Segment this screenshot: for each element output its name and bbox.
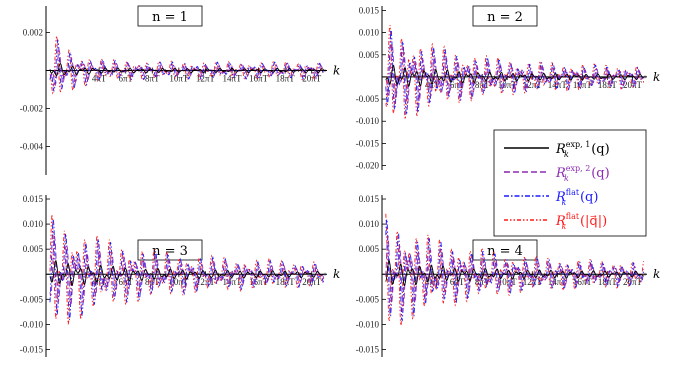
y-tick-label: -0.010 — [356, 116, 380, 126]
legend-entry-3: Rflat k (q) — [555, 188, 598, 207]
y-tick-label: 0.005 — [23, 244, 44, 254]
panel-2: 0.015 0.010 0.005 -0.005 -0.010 -0.015 -0.020 4… — [356, 5, 661, 170]
y-tick-label: -0.020 — [356, 161, 380, 171]
series-line-1 — [385, 259, 644, 287]
x-tick-label: 14πT — [548, 277, 568, 287]
series-line-1 — [49, 259, 324, 287]
y-tick-label: -0.005 — [20, 294, 44, 304]
series-line-2 — [385, 43, 645, 104]
y-tick-label: -0.004 — [20, 142, 44, 152]
x-tick-label: 4πT — [425, 80, 440, 90]
panel-title-box — [137, 5, 203, 27]
panel-title-box — [472, 239, 538, 261]
legend-entry-4: Rflat k (|q⃗|) — [555, 212, 607, 231]
x-tick-label: 20πT — [302, 74, 322, 84]
y-tick-label: 0.015 — [23, 194, 44, 204]
y-tick-label: 0.010 — [23, 219, 44, 229]
series-line-4 — [49, 35, 325, 95]
x-axis-label: k — [333, 64, 340, 78]
legend: Rexp, 1 k (q) Rexp, 2 k (q) Rflat k (q) Rflat k (|q… — [493, 129, 647, 237]
x-tick-label: 12πT — [196, 277, 216, 287]
x-tick-label: 6πT — [118, 277, 133, 287]
y-tick-label: 0.010 — [359, 28, 380, 38]
legend-entry-2: Rexp, 2 k (q) — [555, 164, 610, 183]
x-tick-label: 20πT — [623, 80, 643, 90]
x-tick-label: 16πT — [573, 277, 593, 287]
panel-title-box — [472, 5, 538, 27]
y-tick-label: -0.010 — [356, 319, 380, 329]
y-tick-label: -0.005 — [356, 94, 380, 104]
y-tick-label: 0.002 — [23, 28, 43, 38]
x-axis-label: k — [653, 267, 660, 281]
x-tick-label: 4πT — [425, 277, 440, 287]
x-tick-label: 10πT — [498, 80, 518, 90]
y-tick-label: -0.002 — [20, 104, 43, 114]
x-tick-label: 20πT — [623, 277, 643, 287]
series-line-2 — [385, 235, 645, 307]
x-axis-label: k — [333, 267, 340, 281]
panel-title: n = 1 — [152, 10, 188, 25]
x-tick-label: 6πT — [118, 74, 133, 84]
y-tick-label: -0.005 — [356, 294, 380, 304]
x-tick-label: 16πT — [249, 74, 269, 84]
panel-title-box — [137, 239, 203, 261]
y-tick-label: 0.015 — [359, 5, 380, 15]
y-tick-label: 0.005 — [359, 244, 380, 254]
series-line-1 — [49, 62, 324, 77]
x-tick-label: 8πT — [475, 277, 490, 287]
panel-title: n = 3 — [152, 244, 188, 259]
legend-entry-1: Rexp, 1 k (q) — [555, 140, 610, 159]
y-tick-label: -0.015 — [356, 344, 380, 354]
series-line-3 — [49, 219, 325, 321]
series-line-3 — [49, 39, 324, 92]
y-tick-label: -0.015 — [20, 344, 44, 354]
y-tick-label: -0.015 — [356, 138, 380, 148]
y-tick-label: 0.005 — [359, 50, 380, 60]
panel-title: n = 4 — [487, 244, 523, 259]
x-tick-label: 12πT — [523, 80, 543, 90]
x-tick-label: 10πT — [169, 74, 189, 84]
x-tick-label: 16πT — [573, 80, 593, 90]
x-tick-label: 8πT — [475, 80, 490, 90]
y-tick-label: 0.015 — [359, 194, 380, 204]
x-tick-label: 10πT — [169, 277, 189, 287]
x-tick-label: 8πT — [145, 74, 160, 84]
x-tick-label: 18πT — [598, 80, 618, 90]
series-line-4 — [385, 213, 645, 326]
x-tick-label: 16πT — [249, 277, 269, 287]
y-tick-label: 0.010 — [359, 219, 380, 229]
x-axis-label: k — [653, 70, 660, 84]
panel-4: 0.015 0.010 0.005 -0.005 -0.010 -0.015 4πT 6πT 8… — [356, 194, 660, 357]
x-tick-label: 18πT — [276, 74, 296, 84]
panel-title: n = 2 — [487, 10, 523, 25]
y-tick-label: -0.010 — [20, 319, 44, 329]
x-tick-label: 6πT — [450, 277, 465, 287]
series-line-1 — [385, 64, 644, 87]
x-tick-label: 12πT — [196, 74, 216, 84]
x-tick-label: 14πT — [222, 277, 242, 287]
